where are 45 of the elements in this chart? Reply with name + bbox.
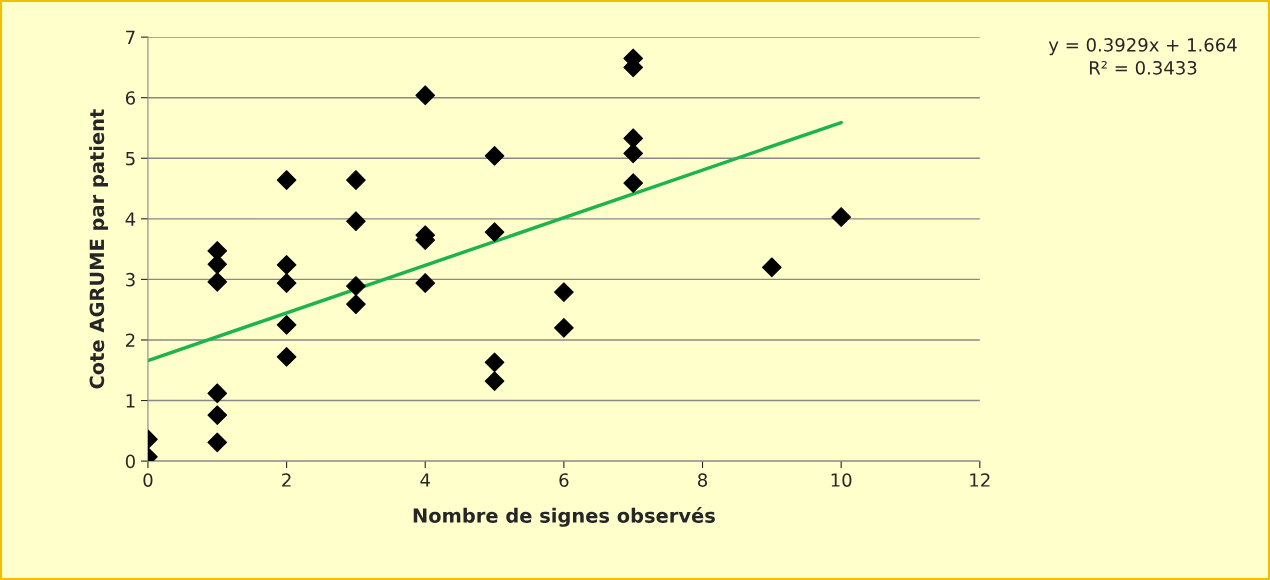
- point: [484, 145, 505, 166]
- x-tick-label: 0: [143, 473, 153, 487]
- y-tick-label: 6: [125, 91, 136, 105]
- point: [484, 371, 505, 391]
- y-tick-label: 5: [126, 151, 135, 166]
- point: [207, 271, 228, 292]
- point: [484, 352, 505, 373]
- y-axis-title: Cote AGRUME par patient: [89, 109, 108, 389]
- y-tick-label: 4: [125, 212, 136, 226]
- point: [554, 318, 574, 338]
- point: [276, 273, 297, 293]
- point: [415, 273, 436, 293]
- point: [554, 282, 574, 302]
- y-tick-label: 7: [126, 30, 135, 44]
- text: y = 0.3929x + 1.664 R² = 0.3433: [1048, 38, 1237, 75]
- y-tick-label: 2: [125, 333, 135, 347]
- point: [346, 294, 366, 315]
- point: [346, 170, 366, 190]
- point: [207, 405, 228, 425]
- x-tick-label: 4: [420, 473, 430, 487]
- y-tick-label: 3: [126, 272, 135, 287]
- point: [207, 254, 228, 275]
- point: [762, 257, 782, 278]
- x-tick-label: 8: [698, 473, 708, 487]
- x-tick-label: 10: [831, 473, 852, 487]
- point: [207, 432, 228, 453]
- point: [831, 207, 852, 227]
- x-axis-title: Nombre de signes observés: [413, 507, 715, 527]
- x-tick-label: 2: [282, 473, 291, 487]
- y-tick-label: 0: [125, 454, 135, 469]
- x-tick-label: 12: [970, 473, 990, 487]
- y-tick-label: 1: [126, 394, 135, 408]
- x-tick-label: 6: [559, 473, 569, 487]
- point: [276, 347, 297, 367]
- point: [415, 85, 436, 106]
- point: [484, 222, 505, 242]
- point: [623, 143, 644, 164]
- point: [276, 314, 297, 335]
- point: [346, 276, 366, 296]
- point: [207, 383, 228, 404]
- point: [623, 128, 644, 149]
- point: [276, 170, 297, 190]
- point: [276, 255, 297, 275]
- point: [346, 211, 366, 232]
- point: [623, 173, 644, 193]
